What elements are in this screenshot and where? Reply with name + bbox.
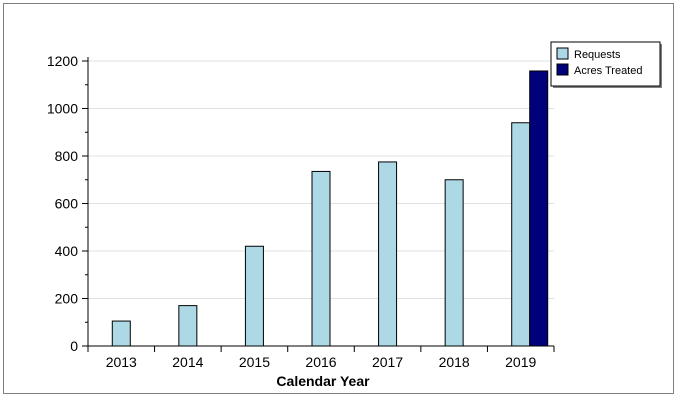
bar-requests-2018 [444, 179, 464, 347]
chart-frame: 0 200 400 600 800 1000 1200 2013 2014 2015 2016 20… [3, 3, 674, 394]
bar-requests-2019 [511, 122, 531, 347]
x-tick-label: 2016 [305, 354, 336, 370]
x-tick-label: 2015 [239, 354, 270, 370]
axes [87, 57, 554, 347]
y-tick-label: 400 [55, 243, 79, 259]
legend-label: Requests [574, 49, 621, 61]
x-axis-ticks: 2013 2014 2015 2016 2017 2018 2019 [87, 346, 555, 370]
y-tick-label: 1200 [47, 53, 78, 69]
x-tick-label: 2019 [505, 354, 536, 370]
bar-requests-2016 [311, 170, 331, 347]
bar-requests-2017 [378, 161, 398, 347]
y-tick-label: 1000 [47, 101, 78, 117]
y-tick-label: 800 [55, 148, 79, 164]
legend-box [550, 41, 661, 87]
legend-swatch [556, 47, 569, 60]
bar-requests-2014 [178, 305, 198, 347]
y-tick-label: 0 [70, 338, 78, 354]
legend: Requests Acres Treated [550, 41, 662, 88]
x-tick-label: 2018 [439, 354, 470, 370]
x-tick-label: 2017 [372, 354, 403, 370]
bar-acres-treated-2019 [529, 70, 549, 347]
y-axis-ticks: 0 200 400 600 800 1000 1200 [47, 53, 88, 354]
bar-requests-2015 [244, 245, 264, 347]
bar-requests-2013 [111, 320, 131, 347]
legend-label: Acres Treated [574, 65, 642, 77]
x-axis-title: Calendar Year [276, 373, 370, 389]
legend-swatch [556, 63, 569, 76]
bars [111, 70, 549, 347]
y-tick-label: 200 [55, 291, 79, 307]
x-tick-label: 2014 [172, 354, 203, 370]
x-tick-label: 2013 [106, 354, 137, 370]
y-tick-label: 600 [55, 196, 79, 212]
